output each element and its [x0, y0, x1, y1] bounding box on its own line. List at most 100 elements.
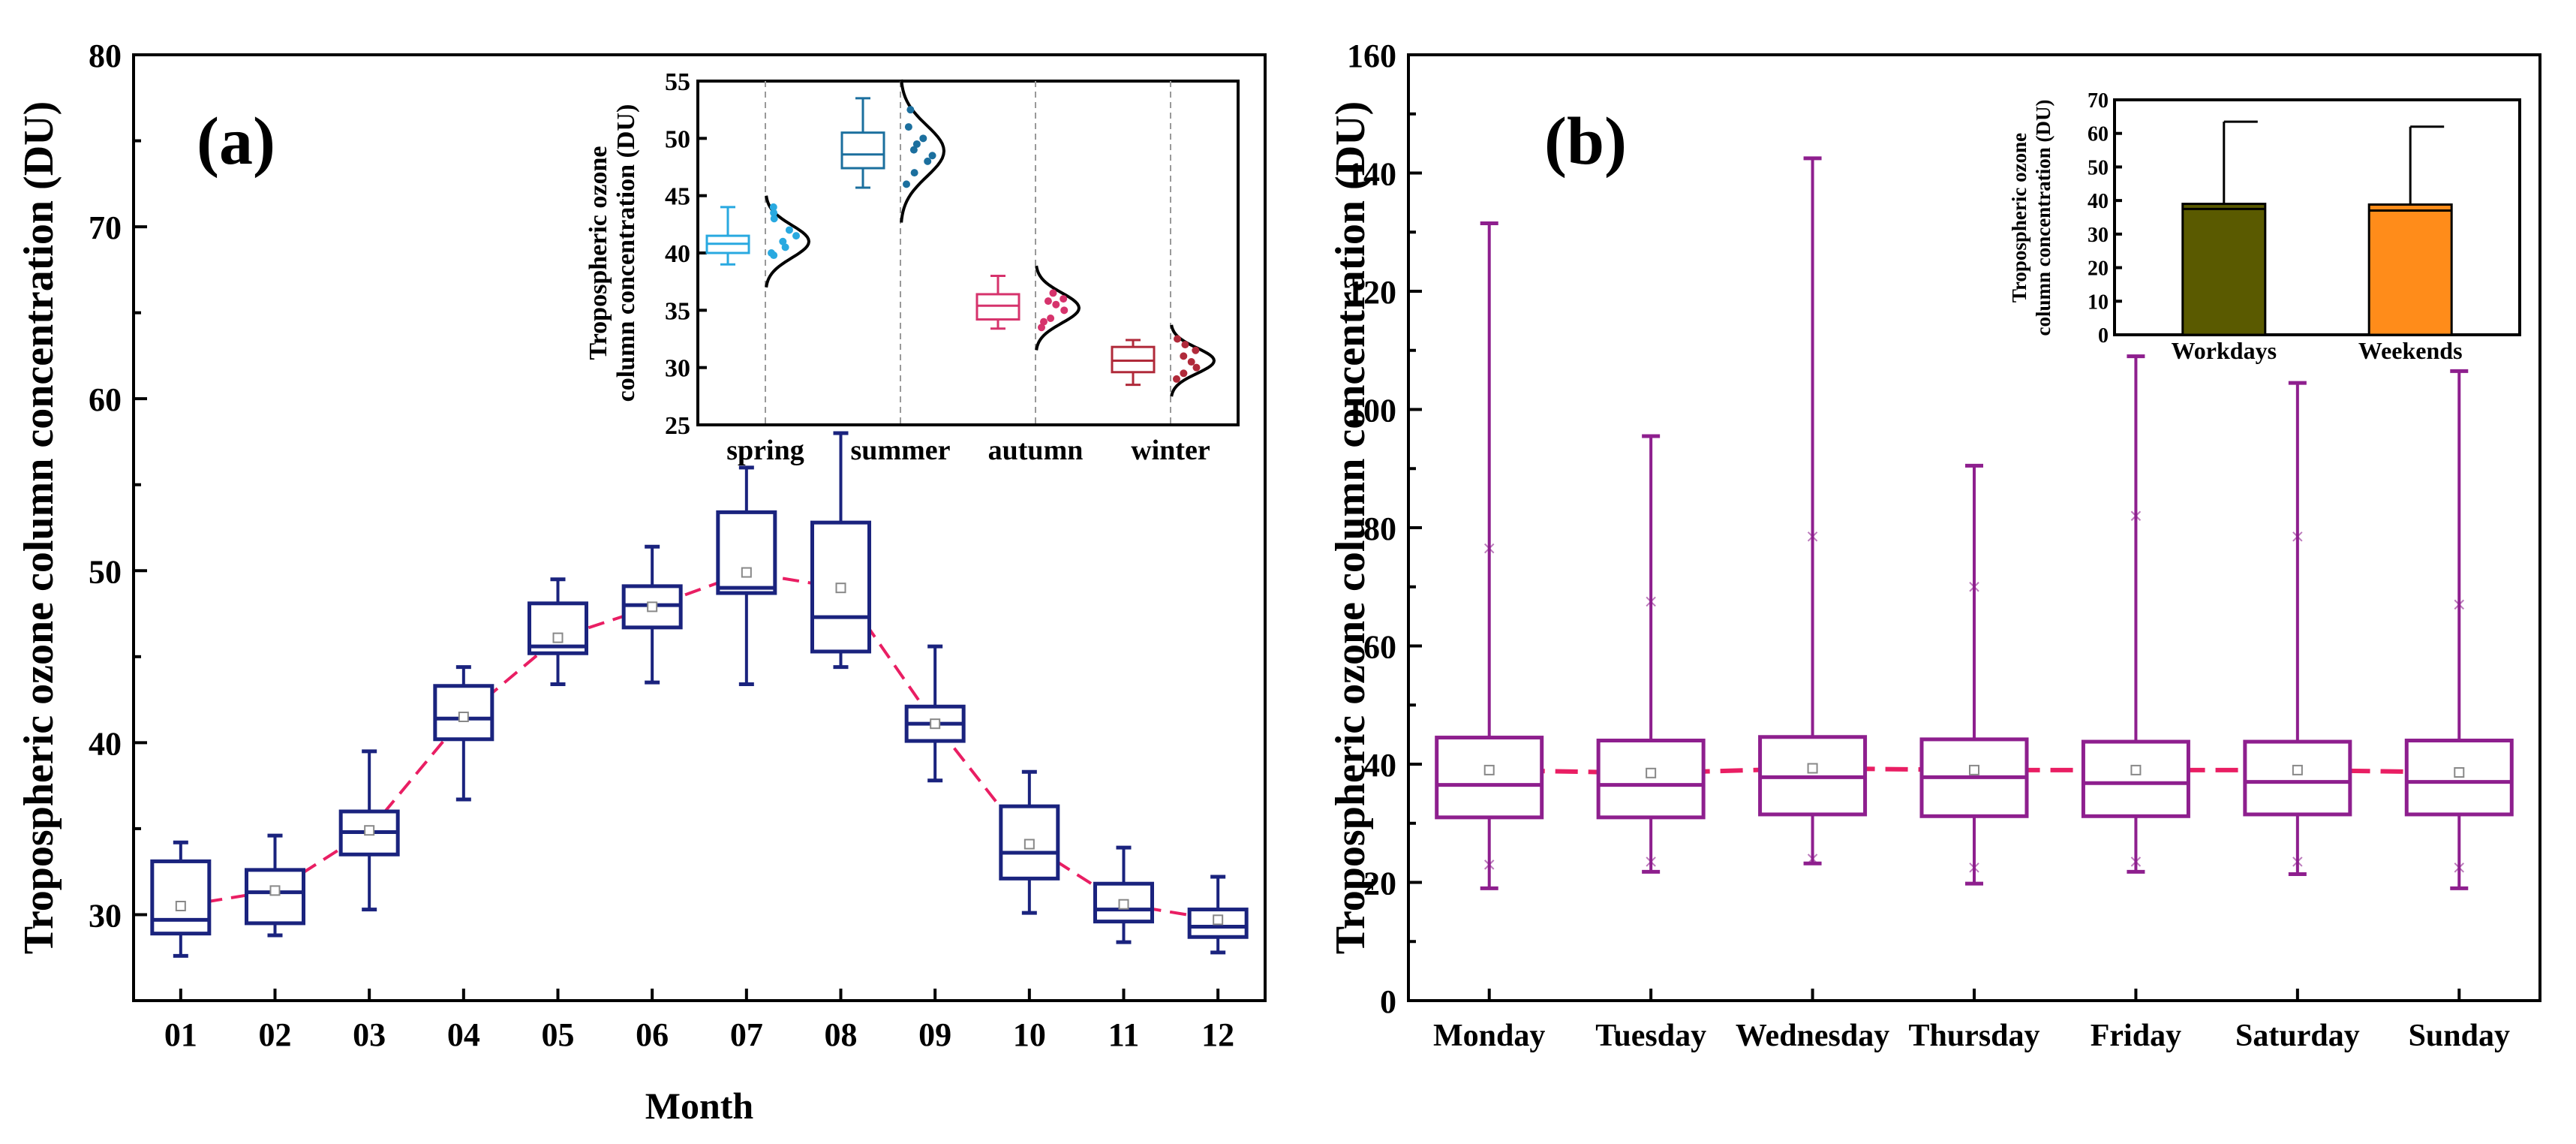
panel-a-mean-line — [180, 570, 1219, 922]
p99-marker — [1807, 531, 1818, 542]
box-iqr — [716, 510, 777, 595]
inset-b-y-tick-label: 20 — [2088, 257, 2109, 281]
inset-x-tick-label: summer — [851, 435, 951, 466]
x-tick-label: Friday — [2091, 1019, 2181, 1053]
y-tick-label: 70 — [89, 209, 122, 246]
panel-b-label: (b) — [1544, 104, 1627, 179]
panel-b-inset-y-axis-title-line1: Tropospheric ozone — [2008, 133, 2030, 303]
violin-summer — [840, 79, 946, 223]
mean-marker — [1483, 764, 1495, 775]
x-tick-label: 04 — [447, 1016, 480, 1053]
p1-marker — [1969, 863, 1979, 873]
inset-data-point — [928, 152, 936, 160]
inset-b-y-tick-label: 30 — [2088, 224, 2109, 247]
inset-data-point — [769, 203, 777, 211]
p1-marker — [2454, 863, 2464, 873]
box-iqr — [2243, 739, 2352, 817]
inset-data-point — [919, 134, 927, 143]
inset-data-point — [1047, 315, 1055, 323]
inset-data-point — [904, 123, 912, 131]
x-tick-label: 08 — [825, 1016, 858, 1053]
inset-y-tick-label: 40 — [665, 240, 690, 268]
p1-marker — [1646, 856, 1656, 867]
mean-marker — [835, 583, 846, 594]
inset-data-point — [1038, 324, 1045, 332]
inset-data-point — [924, 157, 932, 165]
box-iqr — [150, 859, 212, 936]
inset-data-point — [1192, 363, 1201, 372]
inset-b-x-tick-label: Workdays — [2172, 337, 2277, 364]
p99-marker — [1969, 582, 1979, 592]
box-09 — [904, 644, 966, 783]
p99-marker — [1646, 596, 1656, 607]
mean-marker — [1213, 914, 1224, 926]
mean-marker — [1118, 899, 1129, 910]
bar-Workdays — [2181, 120, 2267, 336]
box-iqr — [2081, 739, 2190, 818]
inset-data-point — [1181, 341, 1189, 349]
inset-b-y-tick-label: 50 — [2088, 156, 2109, 179]
y-tick-label: 140 — [1347, 156, 1396, 193]
p1-marker — [1484, 860, 1495, 870]
x-tick-label: Thursday — [1908, 1019, 2039, 1053]
inset-data-point — [1044, 297, 1052, 306]
violin-spring — [705, 195, 811, 288]
x-tick-label: 10 — [1013, 1016, 1046, 1053]
y-tick-label: 40 — [89, 725, 122, 762]
mean-marker — [552, 632, 564, 643]
p99-marker — [2292, 531, 2303, 542]
mean-marker — [647, 601, 658, 613]
x-tick-label: 05 — [542, 1016, 575, 1053]
inset-y-tick-label: 25 — [665, 412, 690, 440]
y-tick-label: 160 — [1347, 38, 1396, 74]
mean-marker — [1969, 764, 1979, 775]
box-iqr — [245, 868, 305, 926]
y-tick-label: 30 — [89, 897, 122, 934]
y-tick-label: 20 — [1363, 866, 1396, 902]
box-Wednesday — [1758, 156, 1868, 866]
x-tick-label: Wednesday — [1736, 1019, 1889, 1053]
panel-a-x-axis-label: Month — [645, 1085, 754, 1127]
box-11 — [1093, 845, 1154, 944]
box-Monday — [1435, 221, 1544, 890]
box-Tuesday — [1596, 434, 1706, 874]
y-tick-label: 60 — [1363, 629, 1396, 666]
box-Friday — [2081, 354, 2190, 874]
inset-data-point — [912, 140, 921, 148]
mean-marker — [364, 825, 375, 836]
x-tick-label: 01 — [164, 1016, 197, 1053]
panel-a-label: (a) — [197, 104, 275, 179]
y-tick-label: 50 — [89, 553, 122, 590]
panel-b-x-axis: Monday Tuesday Wednesday Thursday Friday Satu… — [1433, 989, 2510, 1053]
box-05 — [528, 577, 588, 686]
y-tick-label: 80 — [1363, 510, 1396, 547]
mean-marker — [741, 567, 752, 578]
inset-data-point — [909, 146, 918, 154]
inset-data-point — [770, 215, 778, 223]
inset-data-point — [1173, 375, 1180, 383]
inset-data-point — [1049, 289, 1057, 297]
x-tick-label: Tuesday — [1595, 1019, 1706, 1053]
inset-data-point — [779, 237, 787, 245]
inset-b-y-tick-label: 0 — [2098, 324, 2109, 348]
panel-b-inset: 0 10 20 30 40 50 60 70 Workdays Weekends Troposp… — [2008, 89, 2521, 364]
box-iqr — [1596, 739, 1706, 820]
mean-marker — [930, 718, 941, 730]
panel-a-inset-y-axis: 25 30 35 40 45 50 55 — [665, 68, 707, 440]
panel-a: 30 40 50 60 70 80 01 02 03 04 05 06 07 08 09 10 11 12 (a… — [16, 38, 1267, 1127]
y-tick-label: 60 — [89, 381, 122, 418]
inset-y-tick-label: 55 — [665, 68, 690, 96]
inset-data-point — [910, 169, 918, 177]
inset-data-point — [1060, 306, 1069, 315]
y-tick-label: 40 — [1363, 747, 1396, 784]
violin-autumn — [975, 265, 1081, 351]
y-tick-label: 120 — [1347, 274, 1396, 311]
y-tick-label: 80 — [89, 38, 122, 74]
bar-Weekends — [2367, 125, 2453, 336]
panel-a-inset-y-axis-title-line2: column concentration (DU) — [612, 104, 640, 402]
x-tick-label: 09 — [918, 1016, 951, 1053]
inset-data-point — [1039, 318, 1048, 326]
box-iqr — [1435, 736, 1544, 820]
